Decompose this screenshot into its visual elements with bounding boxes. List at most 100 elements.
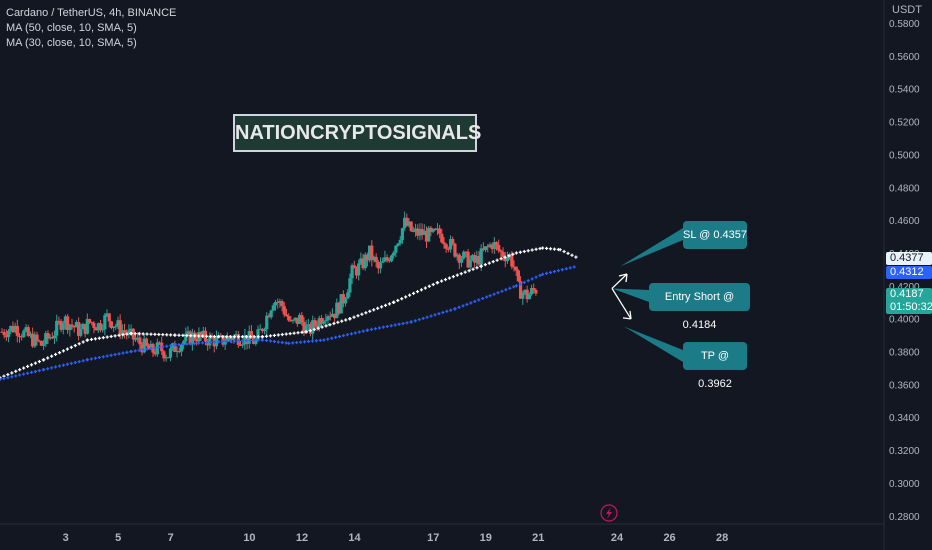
candle-body — [118, 320, 122, 335]
candle-body — [483, 246, 488, 251]
candle-body — [287, 316, 291, 321]
candle-body — [468, 259, 472, 268]
candle-body — [289, 320, 293, 322]
candle-body — [429, 227, 433, 232]
candle-body — [470, 255, 475, 260]
candle-body — [398, 239, 402, 244]
price-tick-label: 0.3600 — [889, 380, 920, 391]
candle-body — [448, 238, 453, 250]
candle-body — [361, 258, 365, 269]
ma-30-label[interactable]: MA (30, close, 10, SMA, 5) — [6, 37, 137, 49]
candle-body — [179, 345, 184, 352]
watermark-label: NATIONCRYPTOSIGNALS — [233, 114, 481, 152]
candle-body — [311, 320, 315, 334]
candle-body — [39, 341, 43, 346]
candle-body — [365, 254, 370, 261]
candle-body — [267, 315, 271, 318]
candle-body — [59, 321, 63, 330]
candle-body — [232, 335, 236, 340]
candle-body — [70, 324, 74, 326]
candle-body — [214, 336, 219, 347]
price-tick-label: 0.5000 — [889, 150, 920, 161]
symbol-title[interactable]: Cardano / TetherUS, 4h, BINANCE — [6, 7, 177, 19]
candle-body — [302, 322, 306, 334]
candle-body — [518, 281, 523, 299]
candle-body — [317, 318, 321, 328]
candle-body — [308, 324, 313, 334]
candle-body — [81, 323, 85, 330]
lightning-icon[interactable] — [600, 504, 618, 522]
candle-body — [41, 344, 46, 346]
candle-body — [188, 331, 192, 345]
candle-body — [400, 228, 405, 240]
candle-body — [376, 261, 380, 269]
candle-body — [510, 254, 514, 267]
date-tick-label: 28 — [716, 532, 728, 544]
candle-body — [225, 336, 229, 342]
candle-body — [164, 357, 168, 359]
price-tick-label: 0.3200 — [889, 446, 920, 457]
candle-body — [341, 294, 345, 304]
candle-body — [136, 337, 140, 340]
candle-body — [466, 251, 470, 268]
candle-body — [129, 328, 133, 331]
ma-50-label[interactable]: MA (50, close, 10, SMA, 5) — [6, 22, 137, 34]
candle-body — [346, 292, 350, 299]
candle-body — [15, 325, 19, 336]
candle-body — [370, 245, 374, 261]
take-profit-callout[interactable]: TP @ 0.3962 — [683, 342, 747, 390]
candle-body — [278, 301, 282, 303]
candle-body — [424, 230, 429, 242]
candle-body — [492, 242, 496, 250]
candle-body — [184, 333, 188, 342]
candle-body — [186, 331, 190, 334]
date-tick-label: 17 — [427, 532, 439, 544]
candle-body — [182, 341, 186, 346]
candle-body — [335, 302, 339, 319]
candle-body — [24, 327, 28, 331]
candle-body — [0, 331, 4, 333]
price-tick-label: 0.4600 — [889, 216, 920, 227]
candle-body — [149, 343, 153, 350]
candle-body — [107, 313, 111, 322]
candle-body — [374, 256, 378, 262]
date-tick-label: 3 — [63, 532, 69, 544]
candle-countdown: 01:50:32 — [890, 301, 932, 313]
price-tick-label: 0.4200 — [889, 282, 920, 293]
candles-layer — [0, 211, 538, 362]
candle-body — [418, 229, 422, 236]
candle-body — [105, 313, 109, 316]
candle-body — [534, 290, 538, 294]
candle-body — [481, 248, 485, 251]
candle-body — [271, 305, 275, 311]
date-tick-label: 21 — [532, 532, 544, 544]
last-price: 0.4187 — [890, 288, 924, 300]
candle-body — [438, 228, 442, 234]
candle-body — [162, 351, 166, 359]
candle-body — [230, 337, 234, 340]
candle-body — [13, 325, 17, 333]
ma-50-series — [0, 246, 578, 380]
candle-body — [155, 342, 159, 355]
ma-blue-price-tag: 0.4312 — [886, 266, 932, 279]
price-tick-label: 0.5600 — [889, 52, 920, 63]
currency-label: USDT — [892, 4, 922, 16]
entry-short-callout[interactable]: Entry Short @ 0.4184 — [649, 283, 750, 331]
candle-body — [381, 261, 385, 263]
candle-body — [175, 351, 179, 353]
price-tick-label: 0.2800 — [889, 512, 920, 523]
date-tick-label: 14 — [348, 532, 361, 544]
candle-body — [127, 330, 131, 335]
candle-body — [350, 265, 354, 279]
price-tick-label: 0.3800 — [889, 348, 920, 359]
candle-body — [238, 344, 243, 346]
candle-body — [262, 329, 267, 332]
price-tick-label: 0.5800 — [889, 19, 920, 30]
candle-body — [431, 228, 435, 232]
candle-body — [291, 319, 295, 321]
candle-body — [256, 329, 260, 340]
stop-loss-callout[interactable]: SL @ 0.4357 — [683, 221, 747, 249]
candle-body — [348, 278, 352, 293]
candle-body — [532, 288, 536, 291]
